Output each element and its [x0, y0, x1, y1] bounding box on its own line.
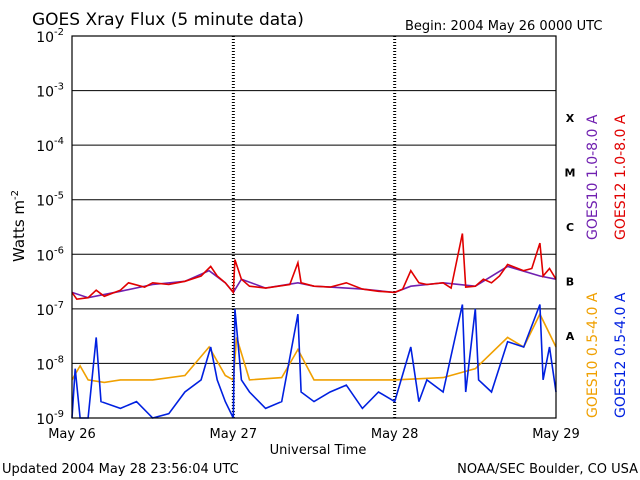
flare-class-labels: X M C B A [565, 112, 576, 343]
y-tick-labels: 10-210-310-410-510-610-710-810-9 [36, 27, 64, 428]
flare-class-X: X [566, 112, 575, 125]
y-tick-label: 10-7 [36, 300, 64, 319]
grid-lines [72, 36, 556, 418]
flare-class-A: A [566, 330, 575, 343]
x-tick-label: May 29 [532, 427, 580, 442]
legend-entry-0: GOES10 1.0-8.0 A [585, 114, 601, 240]
y-tick-exponent: -8 [54, 354, 64, 365]
series-line-1 [71, 233, 557, 301]
y-tick-base: 10 [36, 248, 54, 264]
x-tick-label: May 28 [371, 427, 419, 442]
y-tick-base: 10 [36, 85, 54, 101]
y-tick-exponent: -7 [54, 300, 64, 311]
y-tick-base: 10 [36, 412, 54, 428]
chart-title: GOES Xray Flux (5 minute data) [32, 10, 304, 30]
begin-date: Begin: 2004 May 26 0000 UTC [405, 19, 602, 34]
y-tick-base: 10 [36, 139, 54, 155]
y-tick-exponent: -9 [54, 409, 64, 420]
y-tick-label: 10-9 [36, 409, 64, 428]
y-tick-exponent: -3 [54, 82, 64, 93]
series-line-2 [71, 312, 557, 384]
y-tick-label: 10-8 [36, 354, 64, 373]
x-tick-label: May 27 [210, 427, 258, 442]
credit-label: NOAA/SEC Boulder, CO USA [457, 462, 638, 477]
y-tick-exponent: -6 [54, 245, 64, 256]
flare-class-B: B [566, 276, 574, 289]
y-tick-base: 10 [36, 357, 54, 373]
y-axis-label: Watts m-2 [10, 190, 28, 262]
x-axis-label: Universal Time [270, 443, 367, 458]
y-tick-label: 10-6 [36, 245, 64, 264]
y-tick-base: 10 [36, 194, 54, 210]
y-axis-label-exponent: -2 [10, 190, 21, 200]
y-tick-exponent: -5 [54, 191, 64, 202]
series-line-3 [71, 304, 557, 419]
series-line-0 [71, 265, 557, 299]
y-tick-exponent: -4 [54, 136, 64, 147]
y-tick-label: 10-4 [36, 136, 64, 155]
legend-entry-1: GOES12 1.0-8.0 A [613, 114, 629, 240]
y-tick-label: 10-3 [36, 82, 64, 101]
x-tick-label: May 26 [48, 427, 96, 442]
y-tick-label: 10-5 [36, 191, 64, 210]
legend-entry-3: GOES12 0.5-4.0 A [613, 292, 629, 418]
updated-timestamp: Updated 2004 May 28 23:56:04 UTC [2, 462, 239, 477]
y-tick-label: 10-2 [36, 27, 64, 46]
flare-class-C: C [566, 221, 574, 234]
y-tick-base: 10 [36, 303, 54, 319]
y-tick-base: 10 [36, 30, 54, 46]
data-series [71, 233, 557, 419]
legend-entry-2: GOES10 0.5-4.0 A [585, 292, 601, 418]
flare-class-M: M [565, 166, 576, 179]
y-tick-exponent: -2 [54, 27, 64, 38]
x-tick-labels: May 26 May 27 May 28 May 29 [48, 427, 580, 442]
y-axis-label-text: Watts m [10, 200, 28, 262]
plot-frame [71, 35, 557, 419]
legend: GOES10 1.0-8.0 A GOES12 1.0-8.0 A GOES10 0… [585, 114, 629, 418]
